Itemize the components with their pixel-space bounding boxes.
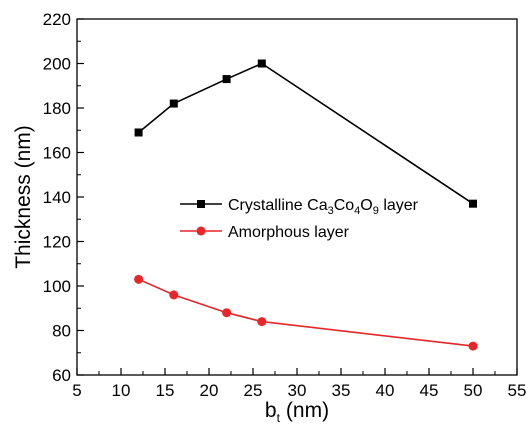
- x-tick-label: 10: [112, 381, 131, 400]
- data-point-0: [169, 99, 178, 108]
- y-tick-label: 180: [43, 99, 71, 118]
- y-axis-ticks: 60 80 100 120 140 160 180 200 220: [43, 10, 84, 385]
- legend-text-part: Crystalline Ca: [228, 197, 328, 214]
- legend-label-1: Amorphous layer: [228, 224, 350, 241]
- legend-subscript: 3: [328, 205, 334, 217]
- data-point-1: [257, 317, 267, 327]
- legend-text-part: O: [360, 197, 372, 214]
- data-point-1: [134, 274, 144, 284]
- x-axis-title-unit: (nm): [286, 399, 329, 422]
- x-tick-label: 55: [508, 381, 527, 400]
- x-tick-label: 30: [288, 381, 307, 400]
- legend-subscript: 9: [373, 205, 379, 217]
- y-tick-label: 100: [43, 277, 71, 296]
- data-point-0: [222, 75, 231, 84]
- x-tick-label: 50: [464, 381, 483, 400]
- series-layer: [134, 59, 478, 351]
- data-point-1: [468, 341, 478, 351]
- series-line-0: [138, 62, 474, 205]
- x-tick-label: 40: [376, 381, 395, 400]
- x-axis-title-main: b: [265, 399, 277, 422]
- data-point-1: [169, 290, 179, 300]
- x-axis-title-subscript: t: [277, 411, 281, 425]
- data-point-1: [222, 308, 232, 318]
- legend: Crystalline Ca3Co4O9 layer Amorphous laye…: [180, 197, 419, 241]
- y-tick-label: 80: [52, 322, 71, 341]
- x-tick-label: 45: [420, 381, 439, 400]
- legend-marker-0: [197, 200, 205, 208]
- legend-subscript: 4: [354, 205, 360, 217]
- y-tick-label: 200: [43, 55, 71, 74]
- y-tick-label: 160: [43, 144, 71, 163]
- data-point-0: [257, 59, 266, 68]
- x-tick-label: 15: [156, 381, 175, 400]
- x-tick-label: 5: [72, 381, 81, 400]
- series-line-1: [138, 278, 474, 347]
- legend-label-0: Crystalline Ca3Co4O9 layer: [228, 197, 419, 217]
- x-tick-label: 20: [200, 381, 219, 400]
- x-tick-label: 25: [244, 381, 263, 400]
- x-tick-label: 35: [332, 381, 351, 400]
- y-tick-label: 220: [43, 10, 71, 29]
- y-tick-label: 60: [52, 366, 71, 385]
- y-tick-label: 120: [43, 233, 71, 252]
- data-point-0: [134, 128, 143, 137]
- legend-text-part: Co: [334, 197, 355, 214]
- y-tick-label: 140: [43, 188, 71, 207]
- x-axis-ticks: 5 10 15 20 25 30 35 40 45 50 55: [72, 368, 526, 400]
- x-axis-title: bt (nm): [265, 399, 329, 425]
- legend-text-part: layer: [379, 197, 419, 214]
- data-point-0: [469, 199, 477, 208]
- legend-marker-1: [196, 226, 206, 236]
- legend-text-part: Amorphous layer: [228, 224, 350, 241]
- y-axis-title: Thickness (nm): [12, 125, 35, 269]
